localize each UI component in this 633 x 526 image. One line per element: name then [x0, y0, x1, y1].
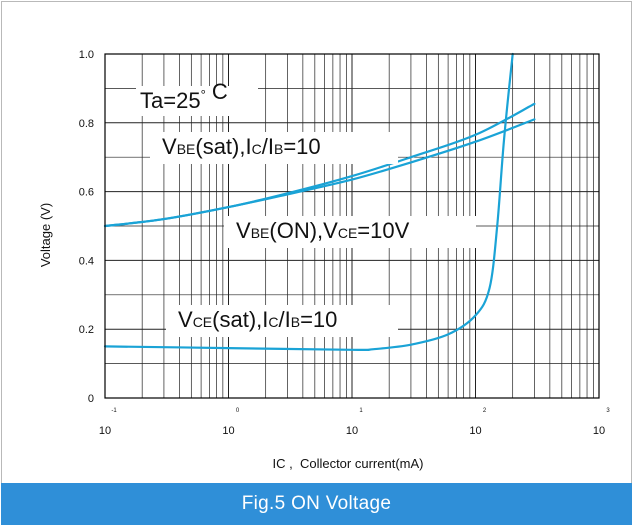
annotation-part: °: [201, 87, 206, 102]
y-axis-label: Voltage (V): [38, 203, 53, 267]
y-tick-label: 0: [88, 393, 94, 405]
x-tick-label: 10: [593, 425, 605, 437]
annotation-part: =10: [283, 134, 320, 159]
y-tick-label: 0.6: [79, 187, 94, 199]
annotation-part: CE: [338, 225, 357, 241]
y-tick-labels: 0 0.2 0.4 0.6 0.8 1.0: [79, 49, 94, 405]
x-tick-exponent: 1: [359, 408, 363, 414]
annotation-part: B: [291, 314, 300, 330]
annotation-background: [150, 132, 398, 164]
y-tick-label: 0.4: [79, 255, 94, 267]
annotation-part: BE: [251, 225, 270, 241]
chart: Ta=25° CVBE(sat),IC/IB=10VBE(ON),VCE=10V…: [38, 49, 610, 471]
figure-caption: Fig.5 ON Voltage: [1, 483, 632, 525]
annotation-part: C: [252, 141, 262, 157]
annotation-part: BE: [177, 141, 196, 157]
annotation-part: C: [206, 79, 228, 104]
x-tick-label: 10: [99, 425, 111, 437]
annotation-part: =10V: [357, 218, 409, 243]
x-tick-labels: 10 -1 10 0 10 1 10 2 10 3: [99, 408, 610, 437]
y-tick-label: 1.0: [79, 49, 94, 61]
annotation-part: /I: [262, 134, 274, 159]
annotation-part: Ta=25: [140, 88, 201, 113]
x-tick-exponent: 2: [483, 408, 487, 414]
annotation-background: [166, 305, 398, 337]
x-tick-label: 10: [346, 425, 358, 437]
annotation-background: [224, 216, 476, 248]
series-line: [103, 118, 536, 228]
annotation-label: VCE(sat),IC/IB=10: [178, 307, 337, 332]
annotation-part: V: [162, 134, 177, 159]
plot-border: [104, 53, 600, 399]
annotation-part: V: [178, 307, 193, 332]
annotation-group: Ta=25° CVBE(sat),IC/IB=10VBE(ON),VCE=10V…: [136, 79, 476, 337]
annotation-background: [136, 86, 258, 116]
annotation-label: VBE(ON),VCE=10V: [236, 218, 410, 243]
annotation-part: =10: [300, 307, 337, 332]
annotation-part: C: [268, 314, 278, 330]
annotation-part: (sat),I: [212, 307, 268, 332]
annotation-part: /I: [279, 307, 291, 332]
x-axis-label: IC , Collector current(mA): [273, 456, 424, 471]
y-tick-label: 0.2: [79, 324, 94, 336]
series-line: [103, 52, 514, 352]
annotation-part: V: [236, 218, 251, 243]
x-tick-exponent: -1: [111, 408, 117, 414]
x-tick-label: 10: [469, 425, 481, 437]
annotation-label: Ta=25° C: [140, 79, 228, 113]
annotation-part: B: [274, 141, 283, 157]
annotation-part: CE: [193, 314, 212, 330]
annotation-label: VBE(sat),IC/IB=10: [162, 134, 321, 159]
x-tick-exponent: 3: [606, 408, 610, 414]
annotation-part: (sat),I: [195, 134, 251, 159]
series-group: [103, 52, 536, 352]
annotation-part: (ON),V: [269, 218, 338, 243]
y-tick-label: 0.8: [79, 118, 94, 130]
x-tick-exponent: 0: [236, 408, 240, 414]
x-tick-label: 10: [222, 425, 234, 437]
